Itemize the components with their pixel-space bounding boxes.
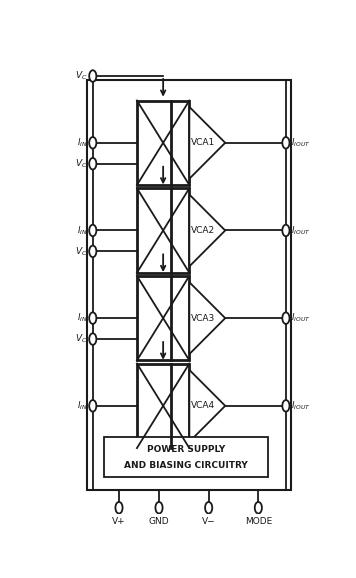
Polygon shape <box>189 282 225 354</box>
Text: $I_{IOUT}$: $I_{IOUT}$ <box>291 399 310 412</box>
Circle shape <box>282 400 289 412</box>
Text: $I_{IOUT}$: $I_{IOUT}$ <box>291 224 310 237</box>
Text: VCA4: VCA4 <box>191 401 215 410</box>
Circle shape <box>282 137 289 149</box>
Text: V−: V− <box>202 517 215 525</box>
Bar <box>87 80 292 490</box>
Circle shape <box>282 312 289 324</box>
Text: $I_{IN}$: $I_{IN}$ <box>77 312 88 324</box>
Circle shape <box>156 502 163 513</box>
Bar <box>137 101 189 185</box>
Polygon shape <box>189 195 225 266</box>
Circle shape <box>89 71 96 82</box>
Text: $V_C$: $V_C$ <box>75 245 88 258</box>
Text: $I_{IN}$: $I_{IN}$ <box>77 399 88 412</box>
Circle shape <box>205 502 212 513</box>
Circle shape <box>255 502 262 513</box>
Text: VCA2: VCA2 <box>191 226 215 235</box>
Text: AND BIASING CIRCUITRY: AND BIASING CIRCUITRY <box>124 461 248 470</box>
Text: $I_{IN}$: $I_{IN}$ <box>77 224 88 237</box>
Text: GND: GND <box>149 517 169 525</box>
Polygon shape <box>189 370 225 442</box>
Text: $V_C$: $V_C$ <box>75 333 88 345</box>
Bar <box>137 364 189 448</box>
Circle shape <box>89 158 96 169</box>
Text: MODE: MODE <box>245 517 272 525</box>
Circle shape <box>89 312 96 324</box>
Text: $V_C$: $V_C$ <box>75 157 88 170</box>
Bar <box>137 276 189 361</box>
Bar <box>137 188 189 273</box>
Text: $V_C$: $V_C$ <box>75 70 88 82</box>
Circle shape <box>89 400 96 412</box>
Text: VCA1: VCA1 <box>191 138 215 147</box>
Text: $I_{IN}$: $I_{IN}$ <box>77 136 88 149</box>
Circle shape <box>89 137 96 149</box>
Circle shape <box>282 225 289 236</box>
Text: POWER SUPPLY: POWER SUPPLY <box>147 446 225 454</box>
Circle shape <box>89 334 96 345</box>
Circle shape <box>89 246 96 257</box>
Circle shape <box>115 502 122 513</box>
Text: $I_{IOUT}$: $I_{IOUT}$ <box>291 136 310 149</box>
Polygon shape <box>189 107 225 179</box>
Text: V+: V+ <box>112 517 126 525</box>
Bar <box>104 438 268 477</box>
Text: VCA3: VCA3 <box>191 314 215 323</box>
Circle shape <box>89 225 96 236</box>
Text: $I_{IOUT}$: $I_{IOUT}$ <box>291 312 310 324</box>
